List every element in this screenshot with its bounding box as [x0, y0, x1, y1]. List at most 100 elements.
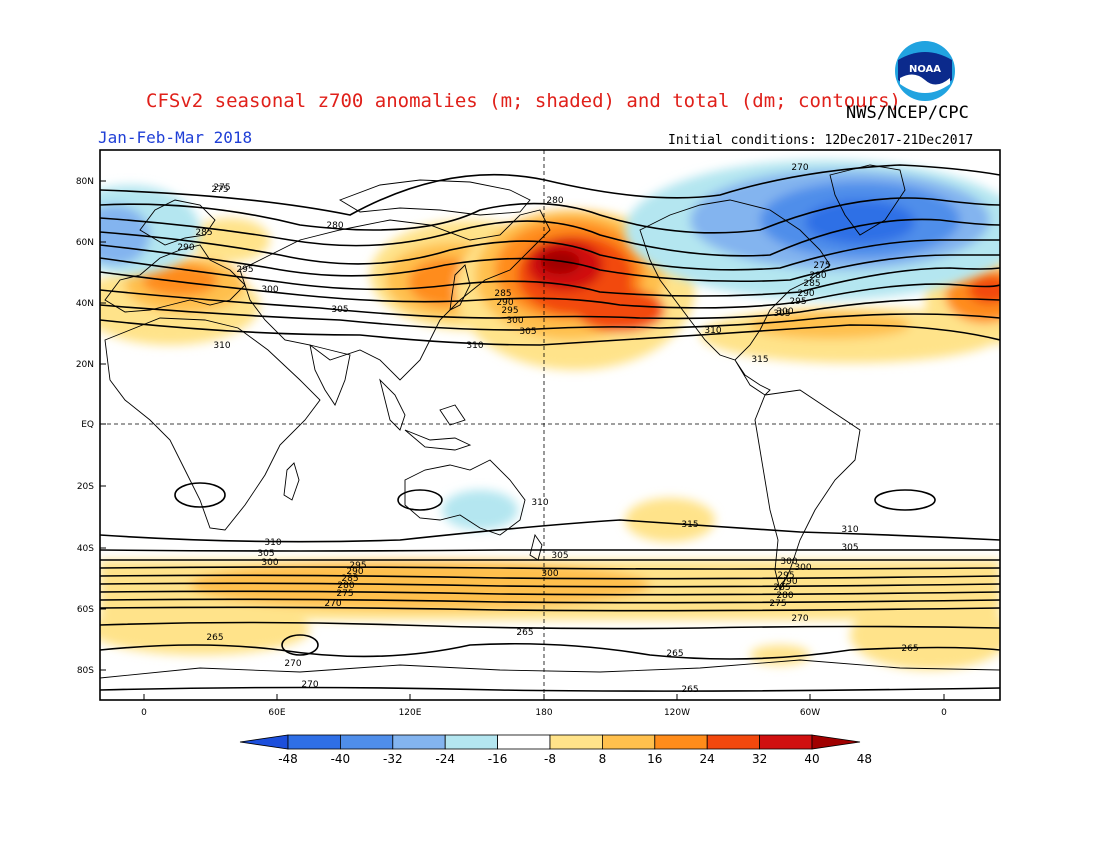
colorbar-segment	[706, 734, 761, 750]
contour-label: 280	[809, 271, 826, 281]
contour-label: 280	[326, 221, 343, 231]
contour-label: 305	[331, 305, 348, 315]
contour-label: 270	[284, 659, 301, 669]
contour-label: 265	[681, 685, 698, 695]
colorbar-segment	[759, 734, 813, 750]
colorbar-label: -40	[331, 752, 351, 766]
contour-label: 280	[546, 196, 563, 206]
contour-label: 300	[261, 285, 278, 295]
colorbar-arrow-left	[239, 734, 289, 750]
contour-label: 270	[301, 680, 318, 690]
contour-label: 295	[789, 297, 806, 307]
latitude-label: 60S	[77, 605, 94, 615]
contour-label: 290	[177, 243, 194, 253]
latitude-labels: 80N 60N 40N 20N EQ 20S 40S 60S 80S	[76, 177, 94, 676]
longitude-label: 0	[941, 708, 947, 718]
contour-label: 310	[531, 498, 548, 508]
chart-title: CFSv2 seasonal z700 anomalies (m; shaded…	[146, 90, 901, 112]
longitude-label: 60E	[268, 708, 285, 718]
contour-label: 295	[501, 306, 518, 316]
contour-label: 300	[794, 563, 811, 573]
contour-label: 300	[780, 557, 797, 567]
latitude-label: 60N	[76, 238, 94, 248]
latitude-label: 40N	[76, 299, 94, 309]
latitude-label: 40S	[77, 544, 94, 554]
longitude-label: 120W	[664, 708, 690, 718]
longitude-labels: 0 60E 120E 180 120W 60W 0	[141, 708, 947, 718]
contour-label: 270	[791, 614, 808, 624]
contour-label: 290	[496, 298, 513, 308]
contour-label: 285	[494, 289, 511, 299]
contour-label: 305	[773, 309, 790, 319]
contour-label: 265	[901, 644, 918, 654]
contour-label: 305	[257, 549, 274, 559]
colorbar-label: -32	[383, 752, 403, 766]
colorbar-label: 32	[752, 752, 767, 766]
colorbar-label: 8	[599, 752, 607, 766]
contour-label: 290	[797, 289, 814, 299]
contour-label: 300	[541, 569, 558, 579]
contour-label: 305	[519, 327, 536, 337]
longitude-label: 0	[141, 708, 147, 718]
contour-lines	[100, 164, 1000, 692]
colorbar-segment	[339, 734, 394, 750]
colorbar-segment	[654, 734, 708, 750]
contour-label: 305	[551, 551, 568, 561]
colorbar-label: -24	[435, 752, 455, 766]
colorbar-label: 24	[700, 752, 715, 766]
colorbar-label: -8	[544, 752, 556, 766]
contour-label: 310	[213, 341, 230, 351]
contour-label: 275	[813, 261, 830, 271]
colorbar-label: -16	[488, 752, 508, 766]
contour-label: 295	[236, 265, 253, 275]
colorbar-segment	[392, 734, 446, 750]
latitude-label: 80N	[76, 177, 94, 187]
latitude-label: 20N	[76, 360, 94, 370]
contour-label: 285	[195, 228, 212, 238]
colorbar-label: 16	[647, 752, 662, 766]
colorbar-segment	[549, 734, 603, 750]
contour-label: 275	[336, 589, 353, 599]
contour-label: 290	[780, 577, 797, 587]
contour-label: 310	[264, 538, 281, 548]
contour-label: 295	[777, 571, 794, 581]
graticule-lines	[100, 150, 1000, 700]
initial-conditions-label: Initial conditions: 12Dec2017-21Dec2017	[668, 133, 974, 148]
contour-label: 310	[841, 525, 858, 535]
longitude-label: 60W	[800, 708, 820, 718]
contour-label: 305	[841, 543, 858, 553]
contour-label: 300	[776, 307, 793, 317]
period-label: Jan-Feb-Mar 2018	[98, 128, 253, 147]
contour-label: 270	[324, 599, 341, 609]
contour-label: 315	[681, 520, 698, 530]
contour-label: 275	[211, 185, 228, 195]
contour-label: 300	[506, 316, 523, 326]
colorbar-segment	[287, 734, 341, 750]
contour-label: 275	[769, 599, 786, 609]
contour-label: 265	[666, 649, 683, 659]
latitude-label: EQ	[81, 420, 94, 430]
contour-label: 265	[516, 628, 533, 638]
longitude-label: 180	[535, 708, 552, 718]
colorbar-segment	[444, 734, 499, 750]
colorbar: -48 -40 -32 -24 -16 -8 8 16 24 32 40 48	[239, 734, 872, 766]
contour-label: 275	[213, 183, 230, 193]
contour-label: 295	[349, 561, 366, 571]
colorbar-label: -48	[278, 752, 298, 766]
noaa-logo-text: NOAA	[909, 64, 941, 75]
latitude-label: 80S	[77, 666, 94, 676]
colorbar-segment	[602, 734, 656, 750]
contour-label: 265	[206, 633, 223, 643]
longitude-label: 120E	[399, 708, 422, 718]
contour-label: 280	[776, 591, 793, 601]
contour-label: 315	[751, 355, 768, 365]
map-frame	[99, 149, 1001, 701]
contour-label: 300	[261, 558, 278, 568]
colorbar-label: 48	[857, 752, 872, 766]
colorbar-segment	[497, 734, 551, 750]
contour-label: 290	[346, 567, 363, 577]
colorbar-label: 40	[804, 752, 819, 766]
colorbar-arrow-right	[811, 734, 861, 750]
contour-label: 270	[791, 163, 808, 173]
